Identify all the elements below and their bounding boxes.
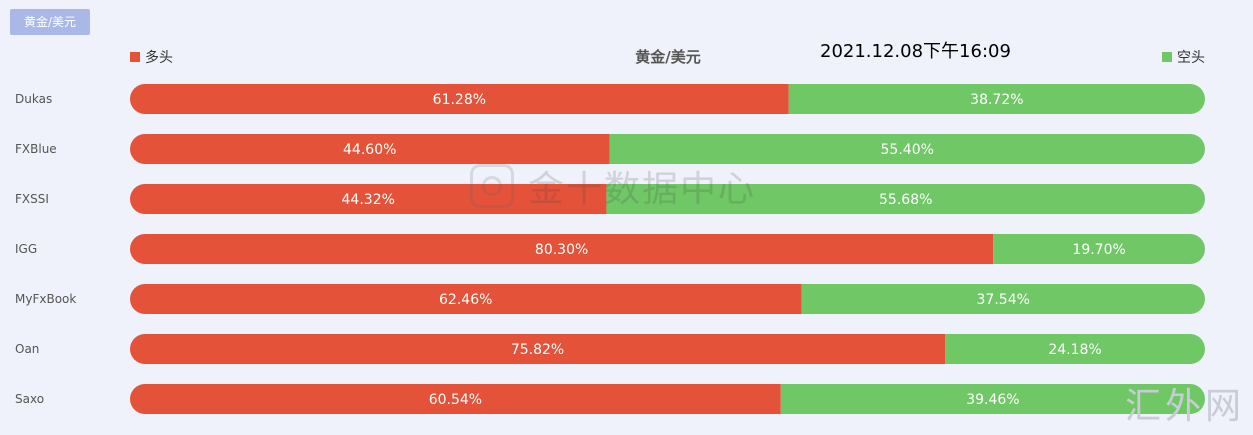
data-label-long-oan: 75.82% <box>511 342 564 358</box>
category-label-myfxbook: MyFxBook <box>15 292 76 306</box>
bar-segment-long-dukas[interactable] <box>130 84 789 114</box>
bar-segment-long-fxblue[interactable] <box>130 134 610 164</box>
bar-segment-short-saxo[interactable] <box>780 384 1205 414</box>
data-label-short-saxo: 39.46% <box>966 392 1019 408</box>
data-label-short-myfxbook: 37.54% <box>977 292 1030 308</box>
data-label-long-saxo: 60.54% <box>429 392 482 408</box>
bar-row-igg[interactable] <box>130 234 1205 264</box>
bar-segment-short-fxblue[interactable] <box>609 134 1205 164</box>
legend-short-swatch <box>1162 52 1172 62</box>
timestamp: 2021.12.08下午16:09 <box>820 41 1011 62</box>
legend-long[interactable]: 多头 <box>130 47 173 67</box>
bar-row-fxblue[interactable] <box>130 134 1205 164</box>
category-label-dukas: Dukas <box>15 92 52 106</box>
category-label-saxo: Saxo <box>15 392 44 406</box>
bar-segment-long-fxssi[interactable] <box>130 184 607 214</box>
bar-segment-short-myfxbook[interactable] <box>801 284 1205 314</box>
bar-row-saxo[interactable] <box>130 384 1205 414</box>
data-label-long-igg: 80.30% <box>535 242 588 258</box>
data-label-long-fxssi: 44.32% <box>342 192 395 208</box>
bar-segment-short-dukas[interactable] <box>788 84 1205 114</box>
bar-segment-long-igg[interactable] <box>130 234 994 264</box>
bar-segment-short-oan[interactable] <box>945 334 1205 364</box>
data-label-long-myfxbook: 62.46% <box>439 292 492 308</box>
category-label-igg: IGG <box>15 242 37 256</box>
category-label-fxblue: FXBlue <box>15 142 57 156</box>
bar-segment-long-myfxbook[interactable] <box>130 284 802 314</box>
legend-short[interactable]: 空头 <box>1162 47 1205 67</box>
legend-long-label: 多头 <box>145 50 173 66</box>
bar-segment-short-fxssi[interactable] <box>606 184 1205 214</box>
data-label-short-fxssi: 55.68% <box>879 192 932 208</box>
data-label-short-igg: 19.70% <box>1072 242 1125 258</box>
data-label-long-fxblue: 44.60% <box>343 142 396 158</box>
bar-row-myfxbook[interactable] <box>130 284 1205 314</box>
bar-row-dukas[interactable] <box>130 84 1205 114</box>
bar-row-oan[interactable] <box>130 334 1205 364</box>
bar-segment-long-saxo[interactable] <box>130 384 781 414</box>
category-label-fxssi: FXSSI <box>15 192 49 206</box>
bar-segment-short-igg[interactable] <box>993 234 1205 264</box>
legend-short-label: 空头 <box>1177 50 1205 66</box>
chart-title: 黄金/美元 <box>635 48 701 66</box>
data-label-short-fxblue: 55.40% <box>881 142 934 158</box>
bar-segment-long-oan[interactable] <box>130 334 946 364</box>
bar-row-fxssi[interactable] <box>130 184 1205 214</box>
data-label-long-dukas: 61.28% <box>433 92 486 108</box>
data-label-short-dukas: 38.72% <box>970 92 1023 108</box>
data-label-short-oan: 24.18% <box>1048 342 1101 358</box>
legend-long-swatch <box>130 52 140 62</box>
tab-gold-usd[interactable]: 黄金/美元 <box>10 9 90 35</box>
category-label-oan: Oan <box>15 342 39 356</box>
